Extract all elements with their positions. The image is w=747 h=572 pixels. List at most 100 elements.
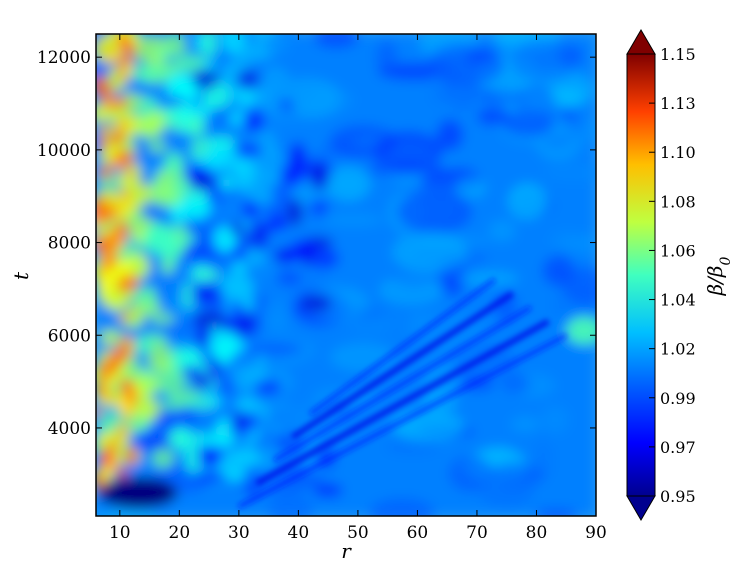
edge-cell [109,154,124,168]
edge-cell [122,426,132,436]
pocket-cell [190,284,222,305]
colorbar-tick-label: 1.15 [660,45,696,64]
x-tick-label: 60 [407,523,429,543]
field-cell [391,411,465,442]
colorbar-tick-label: 0.95 [660,487,696,506]
diagonal-streak [273,305,532,463]
edge-cell [123,274,139,292]
field-cell [408,310,432,332]
field-cell [243,341,303,358]
pocket-cell [254,379,283,395]
heatmap-plot-area [95,33,597,517]
field-cell [549,230,582,251]
warm-cell [224,467,246,481]
warm-cell [253,458,278,470]
edge-cell [99,208,114,222]
warm-cell [142,227,175,256]
field-cell [541,405,570,434]
warm-cell [183,398,216,409]
colorbar-tick-label: 1.02 [660,340,696,359]
warm-cell [164,151,184,175]
x-tick-label: 10 [109,523,131,543]
edge-cell [122,195,135,215]
pocket-cell [309,164,329,191]
pocket-cell [191,372,211,392]
field-cell [426,43,505,86]
x-tick-label: 40 [288,523,310,543]
pocket-cell [309,247,340,269]
heatmap-streaks [237,278,568,509]
warm-cell [147,140,167,153]
warm-cell [130,65,161,82]
pocket-cell [242,107,265,135]
pocket-cell [289,239,317,257]
pocket-cell [242,200,259,219]
edge-cell [117,277,124,293]
pocket-cell [227,244,248,263]
field-cell [514,83,557,127]
pocket-cell [195,325,210,347]
warm-cell [184,444,202,474]
x-tick-label: 90 [585,523,607,543]
y-tick-label: 6000 [48,326,91,346]
field-cell [561,266,596,306]
warm-cell [219,272,252,299]
field-cell [326,166,371,202]
edge-cell [122,61,132,78]
colorbar-gradient [627,54,655,496]
field-cell [392,231,467,273]
x-axis-label: r [341,539,352,563]
colorbar-tick-label: 1.06 [660,241,696,260]
edge-cell [96,103,104,123]
edge-cell [127,160,135,183]
warm-cell [167,346,189,368]
pocket-cell [244,221,270,251]
warm-cell [139,398,161,420]
warm-cell [131,193,146,210]
y-axis-ticks: 4000 6000 8000 10000 12000 [37,48,596,439]
x-axis-ticks: 10 20 30 40 50 60 70 80 90 [109,34,607,543]
pocket-cell [236,141,263,159]
edge-cell [98,382,111,400]
field-cell [448,455,493,492]
warm-cell [153,170,174,199]
warm-cell [151,50,165,64]
warm-cell [145,111,167,129]
field-cell [510,416,540,433]
diagonal-streak [237,333,568,509]
warm-cell [163,34,186,57]
edge-cell [125,34,133,46]
colorbar-label: β/β0 [703,257,734,297]
edge-cell [117,95,128,111]
x-tick-label: 80 [526,523,548,543]
field-cell [479,474,534,507]
colorbar-tick-label: 0.97 [660,438,696,457]
low-pocket [97,476,178,509]
x-tick-label: 20 [169,523,191,543]
field-cell [436,118,464,151]
pocket-cell [310,198,328,217]
edge-cell [121,313,130,323]
colorbar: 0.95 0.97 0.99 1.02 1.04 1.06 1.08 1.10 1.13 1.15… [626,29,734,521]
y-tick-label: 10000 [37,141,91,161]
warm-cell [182,346,201,370]
y-tick-label: 8000 [48,234,91,254]
pocket-cell [197,445,223,469]
y-tick-label: 12000 [37,48,91,68]
field-cell [455,177,487,199]
edge-cell [105,335,114,346]
field-cell [96,508,159,516]
warm-cell [152,448,174,469]
heatmap-field [96,34,596,516]
colorbar-extend-max [626,29,656,55]
field-cell [502,374,530,394]
warm-cell [261,439,278,457]
field-cell [509,38,580,83]
edge-cell [117,467,128,479]
pocket-cell [230,220,245,240]
plot-frame [95,33,597,517]
field-cell [280,466,324,489]
warm-cell [182,281,195,310]
warm-cell [159,399,187,411]
